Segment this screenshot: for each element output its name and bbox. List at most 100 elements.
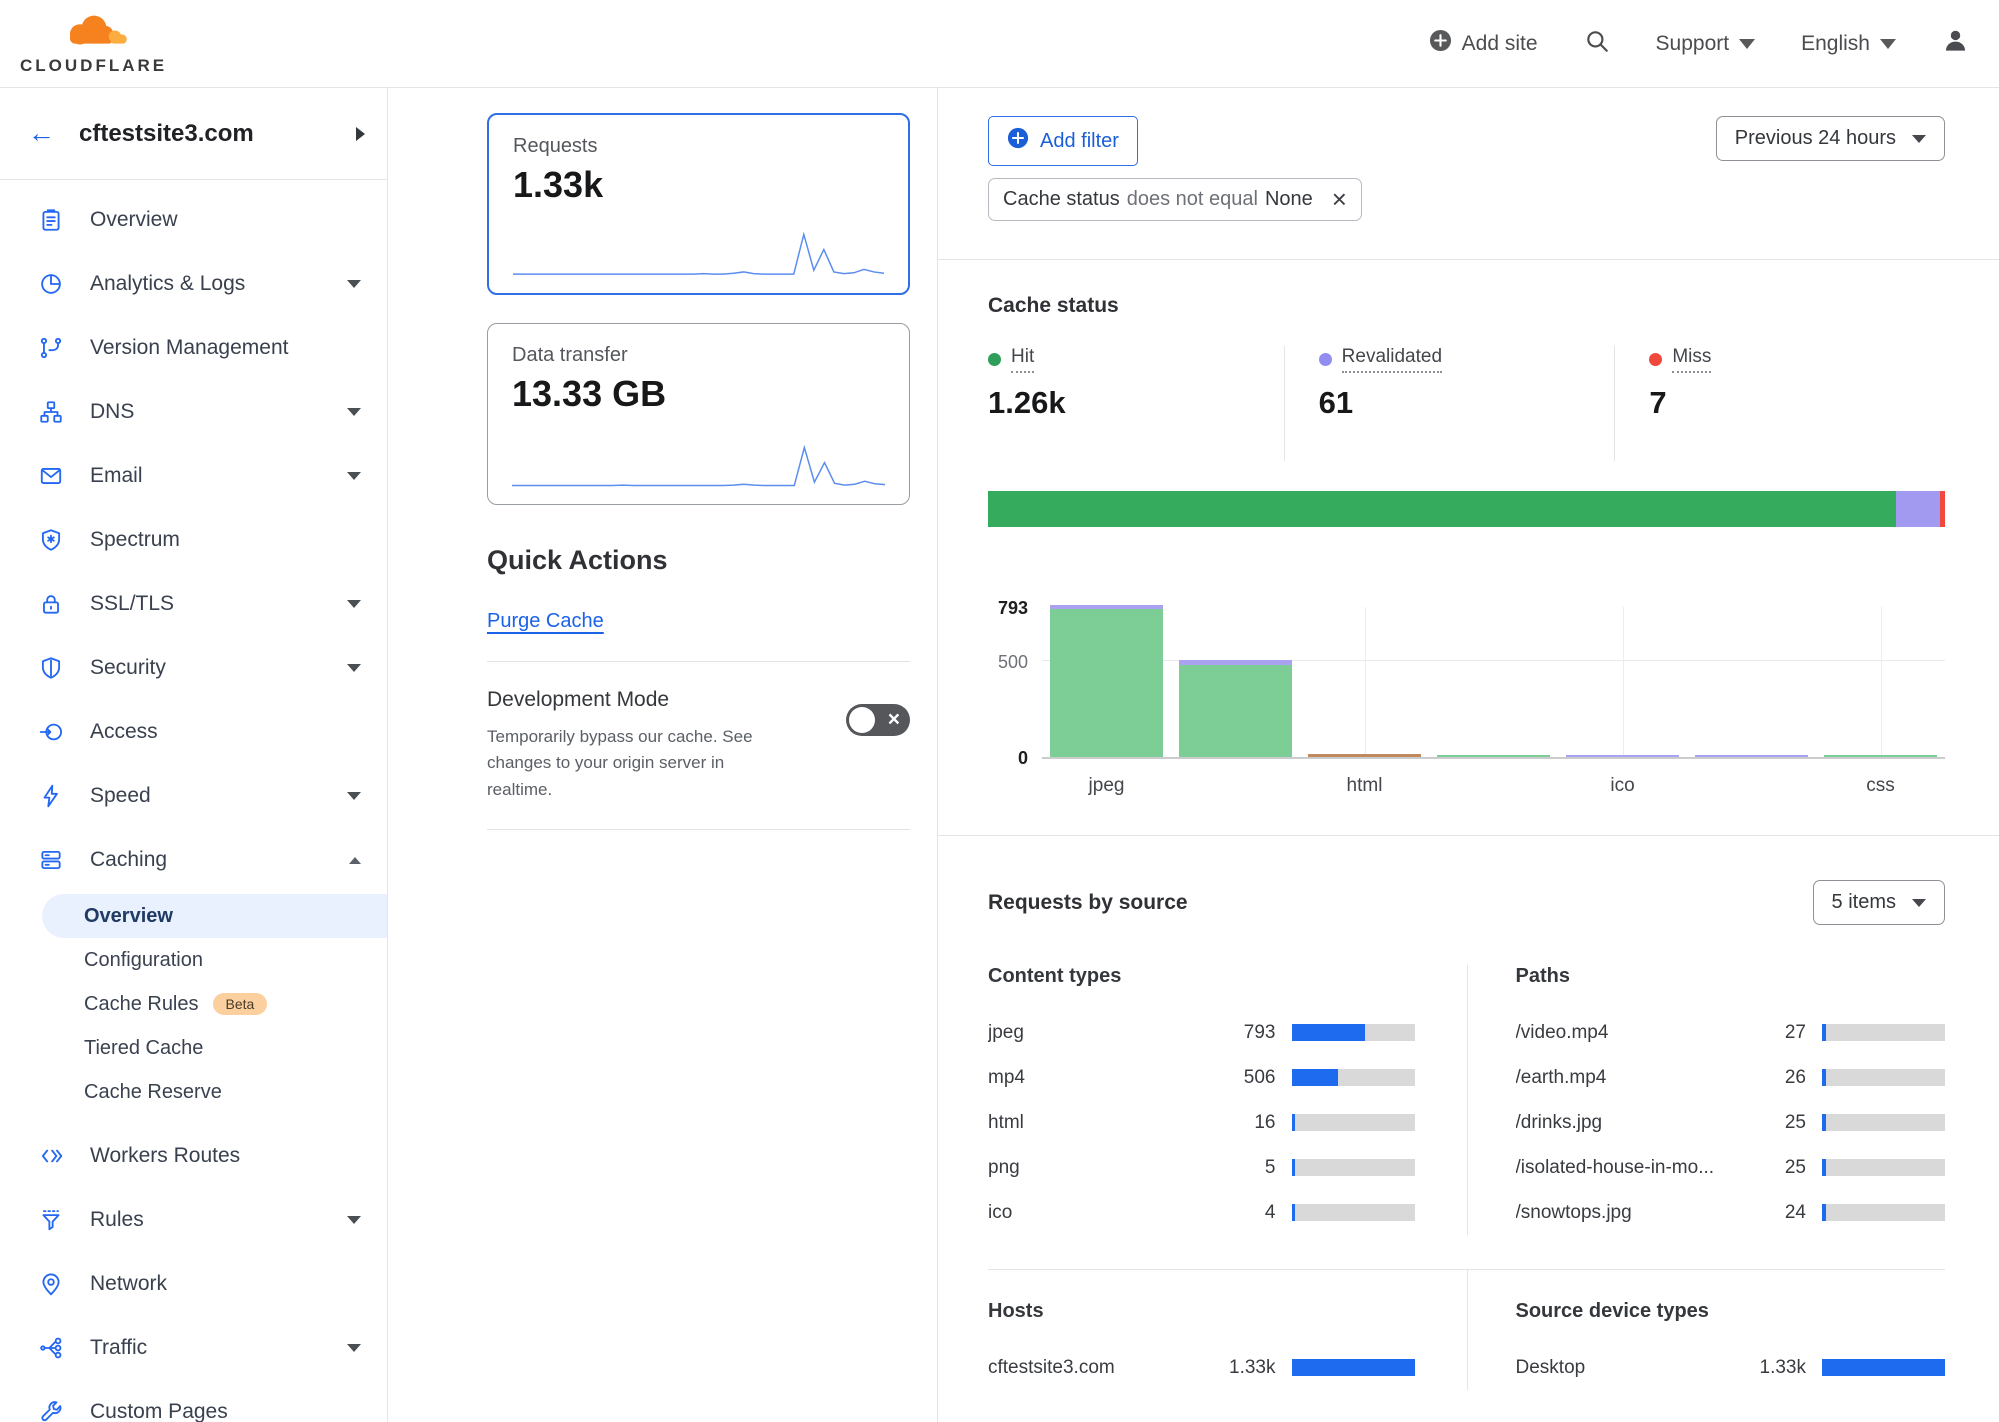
sidebar-item-security[interactable]: Security: [0, 636, 387, 700]
chevron-down-icon: [347, 408, 361, 416]
subnav-item-configuration[interactable]: Configuration: [84, 948, 203, 971]
value-bar: [1822, 1359, 1945, 1376]
table-row: /video.mp4 27: [1516, 1010, 1945, 1055]
user-account-icon[interactable]: [1942, 27, 1969, 60]
requests-by-source-title: Requests by source: [988, 890, 1188, 914]
sidebar-item-rules[interactable]: Rules: [0, 1188, 387, 1252]
top-header: CLOUDFLARE Add site Support English: [0, 0, 1999, 88]
sidebar-item-overview[interactable]: Overview: [0, 188, 387, 252]
device-types-table: Source device types Desktop 1.33k: [1466, 1269, 1945, 1390]
hosts-table: Hosts cftestsite3.com 1.33k: [988, 1269, 1467, 1390]
distribution-revalidated-segment: [1896, 491, 1941, 527]
chevron-down-icon: [1880, 38, 1896, 49]
revalidated-dot-icon: [1318, 353, 1332, 366]
chevron-right-icon[interactable]: [356, 126, 365, 141]
stat-miss: Miss 7: [1614, 346, 1945, 461]
chevron-down-icon: [347, 792, 361, 800]
sidebar-item-access[interactable]: Access: [0, 700, 387, 764]
purge-cache-link[interactable]: Purge Cache: [487, 610, 604, 632]
development-mode-row: Development Mode Temporarily bypass our …: [487, 688, 910, 831]
chart-y-axis: 793 500 0: [997, 598, 1028, 768]
items-count-select[interactable]: 5 items: [1812, 880, 1945, 925]
table-row: Desktop 1.33k: [1516, 1345, 1945, 1390]
time-range-select[interactable]: Previous 24 hours: [1715, 116, 1945, 161]
development-mode-title: Development Mode: [487, 688, 670, 711]
content-types-table: Content types jpeg 793 mp4 506 html 16: [988, 965, 1467, 1235]
value-bar: [1822, 1204, 1945, 1221]
table-row: jpeg 793: [988, 1010, 1415, 1055]
data-transfer-card[interactable]: Data transfer 13.33 GB: [487, 323, 910, 505]
chevron-down-icon: [1739, 38, 1756, 49]
divider: [938, 259, 1999, 260]
chart-plot-area: [1042, 605, 1945, 759]
sidebar-item-speed[interactable]: Speed: [0, 764, 387, 828]
shield-icon: [38, 655, 64, 681]
value-bar: [1291, 1024, 1415, 1041]
envelope-icon: [38, 463, 64, 489]
plus-circle-icon: [1429, 29, 1452, 58]
table-row: png 5: [988, 1145, 1415, 1190]
back-arrow-icon[interactable]: ←: [28, 118, 55, 148]
development-mode-toggle[interactable]: ×: [846, 704, 910, 736]
value-bar: [1291, 1204, 1415, 1221]
sidebar-item-ssl-tls[interactable]: SSL/TLS: [0, 572, 387, 636]
requests-card[interactable]: Requests 1.33k: [487, 113, 910, 295]
sidebar-item-custom-pages[interactable]: Custom Pages: [0, 1380, 387, 1422]
cache-distribution-bar: [988, 491, 1945, 527]
stat-revalidated: Revalidated 61: [1283, 346, 1615, 461]
cache-status-title: Cache status: [988, 294, 1119, 317]
sidebar: ← cftestsite3.com Overview Analytics & L…: [0, 88, 388, 1422]
sidebar-item-network[interactable]: Network: [0, 1252, 387, 1316]
cloudflare-logo[interactable]: CLOUDFLARE: [20, 11, 167, 76]
sidebar-item-traffic[interactable]: Traffic: [0, 1316, 387, 1380]
sidebar-item-version-management[interactable]: Version Management: [0, 316, 387, 380]
sidebar-nav: Overview Analytics & Logs Version Manage…: [0, 180, 387, 1422]
sidebar-item-spectrum[interactable]: Spectrum: [0, 508, 387, 572]
sidebar-item-caching[interactable]: Caching: [0, 828, 387, 892]
chevron-down-icon: [1912, 134, 1926, 143]
support-menu[interactable]: Support: [1656, 32, 1756, 56]
lock-icon: [38, 591, 64, 617]
subnav-item-tiered-cache[interactable]: Tiered Cache: [84, 1036, 204, 1059]
sidebar-item-dns[interactable]: DNS: [0, 380, 387, 444]
distribution-hit-segment: [988, 491, 1897, 527]
table-row: /snowtops.jpg 24: [1516, 1190, 1945, 1235]
wrench-icon: [38, 1399, 64, 1422]
server-stack-icon: [38, 847, 64, 873]
search-icon[interactable]: [1584, 28, 1610, 60]
sidebar-item-email[interactable]: Email: [0, 444, 387, 508]
chevron-down-icon: [347, 600, 361, 608]
sidebar-item-analytics-logs[interactable]: Analytics & Logs: [0, 252, 387, 316]
spectrum-shield-icon: [38, 527, 64, 553]
subnav-item-cache-reserve[interactable]: Cache Reserve: [84, 1080, 222, 1103]
add-filter-button[interactable]: Add filter: [988, 116, 1138, 166]
subnav-item-caching-overview[interactable]: Overview: [42, 894, 387, 938]
value-bar: [1291, 1114, 1415, 1131]
sitemap-icon: [38, 399, 64, 425]
login-arrow-icon: [38, 719, 64, 745]
chevron-down-icon: [1912, 898, 1926, 907]
chevron-down-icon: [347, 664, 361, 672]
value-bar: [1822, 1159, 1945, 1176]
table-row: /isolated-house-in-mo... 25: [1516, 1145, 1945, 1190]
gridline: [1042, 660, 1945, 662]
table-row: ico 4: [988, 1190, 1415, 1235]
metrics-column: Requests 1.33k Data transfer 13.33 GB Qu…: [388, 88, 938, 1422]
filter-chip[interactable]: Cache status does not equal None ×: [988, 178, 1362, 221]
sidebar-item-workers-routes[interactable]: Workers Routes: [0, 1124, 387, 1188]
language-menu[interactable]: English: [1801, 32, 1896, 56]
chevron-down-icon: [347, 472, 361, 480]
quick-actions-title: Quick Actions: [487, 545, 668, 575]
subnav-item-cache-rules[interactable]: Cache Rules Beta: [0, 982, 387, 1026]
site-name: cftestsite3.com: [79, 119, 254, 147]
clipboard-icon: [38, 207, 64, 233]
value-bar: [1822, 1069, 1945, 1086]
add-site-button[interactable]: Add site: [1429, 29, 1538, 58]
toggle-knob: [849, 707, 875, 733]
value-bar: [1291, 1069, 1415, 1086]
divider: [938, 835, 1999, 836]
remove-filter-icon[interactable]: ×: [1331, 184, 1347, 215]
map-pin-icon: [38, 1271, 64, 1297]
hit-dot-icon: [988, 353, 1001, 366]
lightning-icon: [38, 783, 64, 809]
